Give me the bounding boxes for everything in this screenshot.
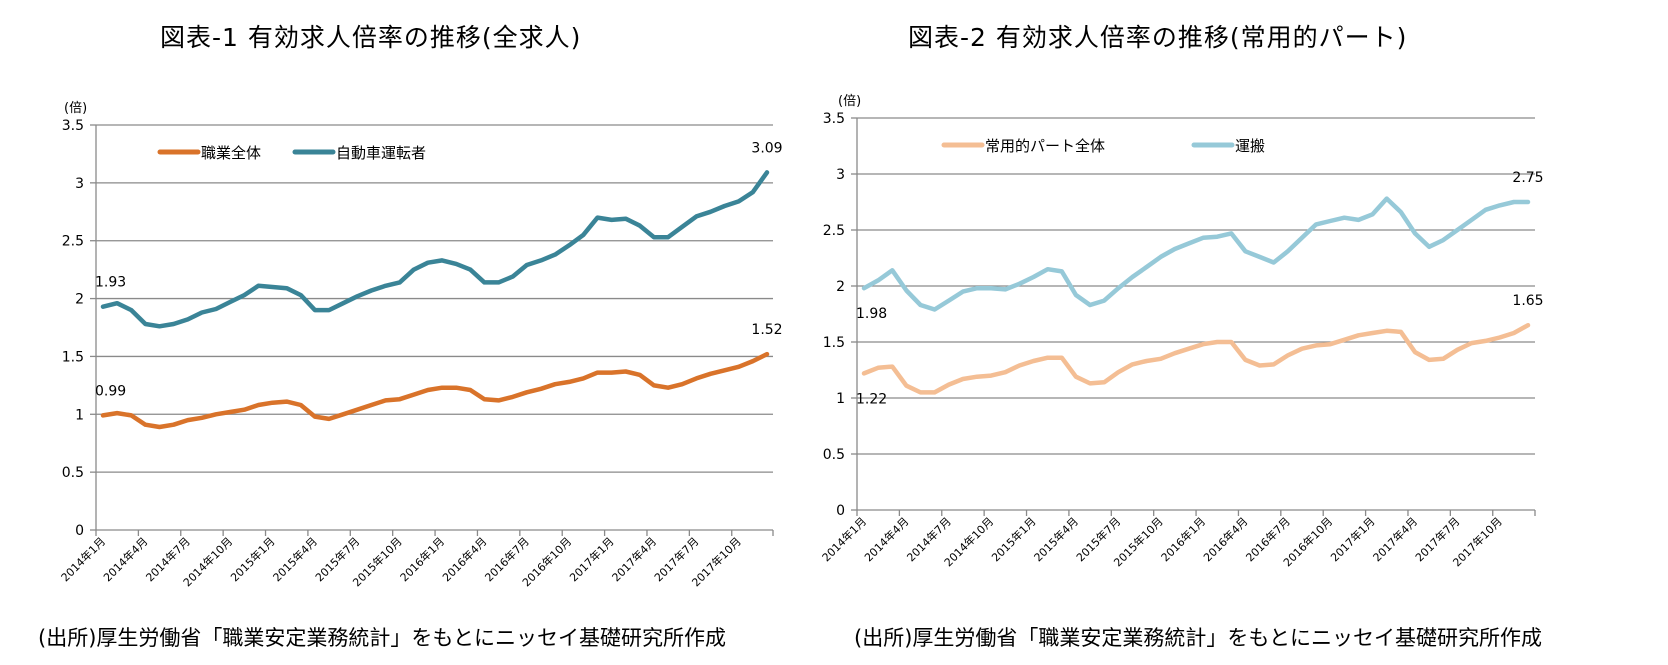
y-tick-label: 0 [75,523,84,539]
x-tick-label: 2016年4月 [439,534,489,584]
y-axis-unit-label: (倍) [838,94,861,109]
x-tick-label: 2014年4月 [100,534,150,584]
data-label: 1.22 [856,391,887,407]
chart-1: 00.511.522.533.5(倍)2014年1月2014年4月2014年7月… [58,101,783,589]
x-tick-label: 2017年1月 [567,534,617,584]
y-tick-label: 1.5 [823,335,845,351]
legend-label: 自動車運転者 [336,144,426,162]
chart1-title: 図表-1 有効求人倍率の推移(全求人) [160,23,582,52]
y-tick-label: 2.5 [62,234,84,250]
y-axis-unit-label: (倍) [64,101,87,116]
x-tick-label: 2016年1月 [1158,514,1208,564]
chart2-source-footnote: (出所)厚生労働省「職業安定業務統計」をもとにニッセイ基礎研究所作成 [854,626,1542,650]
y-tick-label: 1 [75,407,84,423]
y-tick-label: 2 [75,292,84,308]
x-tick-label: 2017年4月 [1370,514,1420,564]
data-label: 0.99 [95,383,126,399]
y-tick-label: 3.5 [823,111,845,127]
x-tick-label: 2015年1月 [988,514,1038,564]
x-tick-label: 2016年1月 [397,534,447,584]
y-tick-label: 3 [836,167,845,183]
y-tick-label: 2.5 [823,223,845,239]
legend-label: 運搬 [1235,137,1265,155]
y-tick-label: 2 [836,279,845,295]
chart1-source-footnote: (出所)厚生労働省「職業安定業務統計」をもとにニッセイ基礎研究所作成 [38,626,726,650]
y-tick-label: 0 [836,503,845,519]
data-label: 1.98 [856,306,887,322]
series-line-2 [100,170,770,329]
x-tick-label: 2015年1月 [227,534,277,584]
x-tick-label: 2014年1月 [819,514,869,564]
y-tick-label: 1 [836,391,845,407]
y-tick-label: 1.5 [62,349,84,365]
legend-label: 職業全体 [201,144,261,162]
x-tick-label: 2015年4月 [1031,514,1081,564]
data-label: 1.52 [751,322,782,338]
x-tick-label: 2017年4月 [609,534,659,584]
data-label: 1.93 [95,275,126,291]
x-tick-label: 2016年4月 [1200,514,1250,564]
series-line-1 [100,351,770,430]
x-tick-label: 2014年4月 [861,514,911,564]
y-tick-label: 0.5 [823,447,845,463]
series-line-1 [861,322,1531,395]
y-tick-label: 3 [75,176,84,192]
data-label: 3.09 [751,140,782,156]
data-label: 2.75 [1512,170,1543,186]
x-tick-label: 2015年4月 [270,534,320,584]
x-tick-label: 2017年1月 [1328,514,1378,564]
chart2-title: 図表-2 有効求人倍率の推移(常用的パート) [908,23,1408,52]
chart-2: 00.511.522.533.5(倍)2014年1月2014年4月2014年7月… [819,94,1544,569]
y-tick-label: 0.5 [62,465,84,481]
y-tick-label: 3.5 [62,118,84,134]
x-tick-label: 2014年1月 [58,534,108,584]
data-label: 1.65 [1512,293,1543,309]
legend-label: 常用的パート全体 [985,137,1105,155]
series-line-2 [861,196,1531,312]
